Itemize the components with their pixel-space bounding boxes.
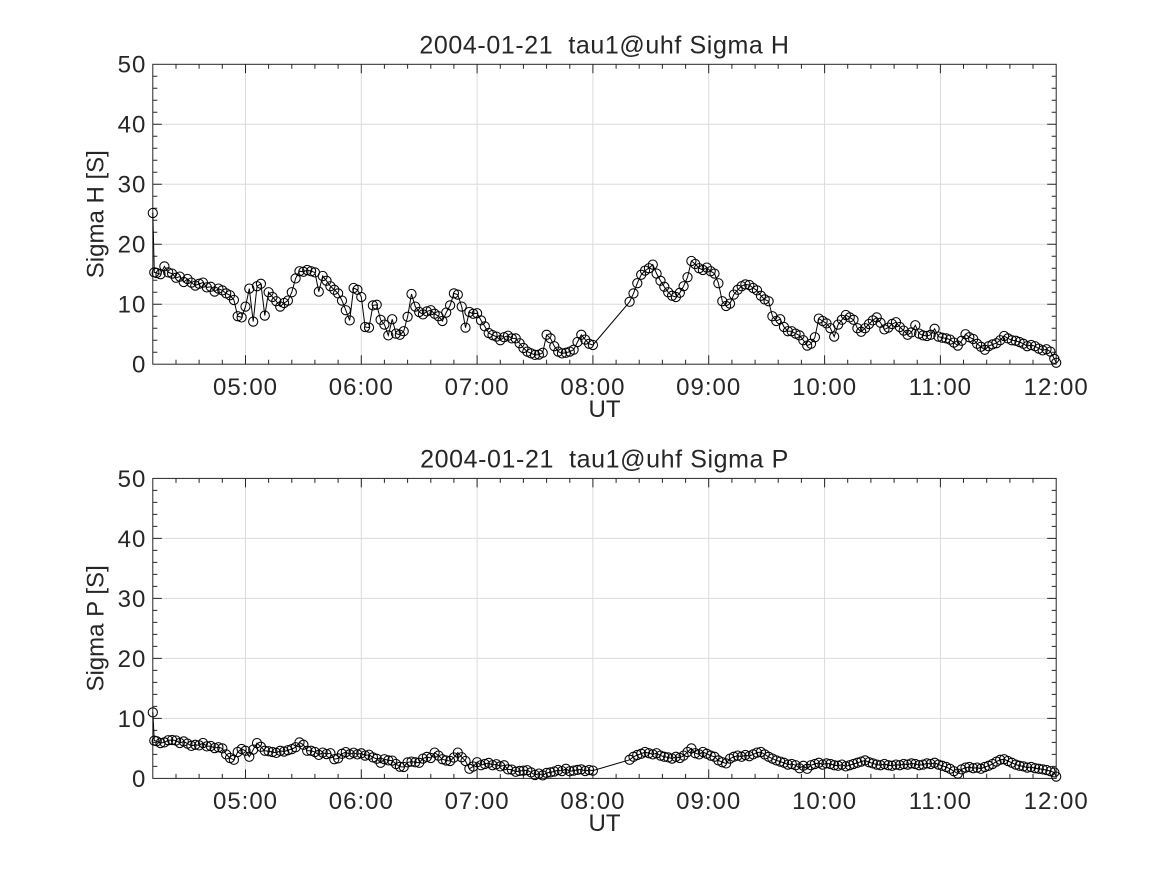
svg-text:20: 20 [118, 232, 147, 259]
svg-text:Sigma P [S]: Sigma P [S] [83, 565, 110, 691]
svg-text:2004-01-21 tau1@uhf Sigma H: 2004-01-21 tau1@uhf Sigma H [419, 31, 789, 59]
svg-text:UT: UT [589, 810, 621, 837]
svg-text:06:00: 06:00 [329, 788, 394, 815]
svg-text:11:00: 11:00 [909, 374, 972, 401]
svg-text:40: 40 [118, 112, 147, 139]
svg-text:Sigma H [S]: Sigma H [S] [83, 150, 110, 278]
svg-text:07:00: 07:00 [445, 788, 510, 815]
svg-text:0: 0 [132, 766, 146, 793]
svg-text:12:00: 12:00 [1024, 788, 1089, 815]
svg-text:UT: UT [589, 396, 621, 423]
svg-text:50: 50 [118, 466, 147, 493]
svg-text:10: 10 [118, 706, 147, 733]
svg-text:30: 30 [118, 586, 147, 613]
svg-text:20: 20 [118, 646, 147, 673]
svg-text:11:00: 11:00 [909, 788, 972, 815]
svg-text:12:00: 12:00 [1024, 374, 1089, 401]
svg-text:30: 30 [118, 172, 147, 199]
svg-text:10: 10 [118, 292, 147, 319]
svg-text:09:00: 09:00 [676, 374, 741, 401]
svg-text:2004-01-21 tau1@uhf Sigma P: 2004-01-21 tau1@uhf Sigma P [420, 446, 789, 474]
svg-text:06:00: 06:00 [329, 374, 394, 401]
svg-text:09:00: 09:00 [676, 788, 741, 815]
svg-text:05:00: 05:00 [213, 788, 278, 815]
svg-text:08:00: 08:00 [560, 788, 625, 815]
svg-text:10:00: 10:00 [792, 374, 857, 401]
svg-text:40: 40 [118, 526, 147, 553]
svg-text:0: 0 [132, 352, 146, 379]
svg-text:08:00: 08:00 [560, 374, 625, 401]
svg-text:10:00: 10:00 [792, 788, 857, 815]
svg-text:50: 50 [118, 52, 147, 79]
svg-text:07:00: 07:00 [445, 374, 510, 401]
svg-text:05:00: 05:00 [213, 374, 278, 401]
